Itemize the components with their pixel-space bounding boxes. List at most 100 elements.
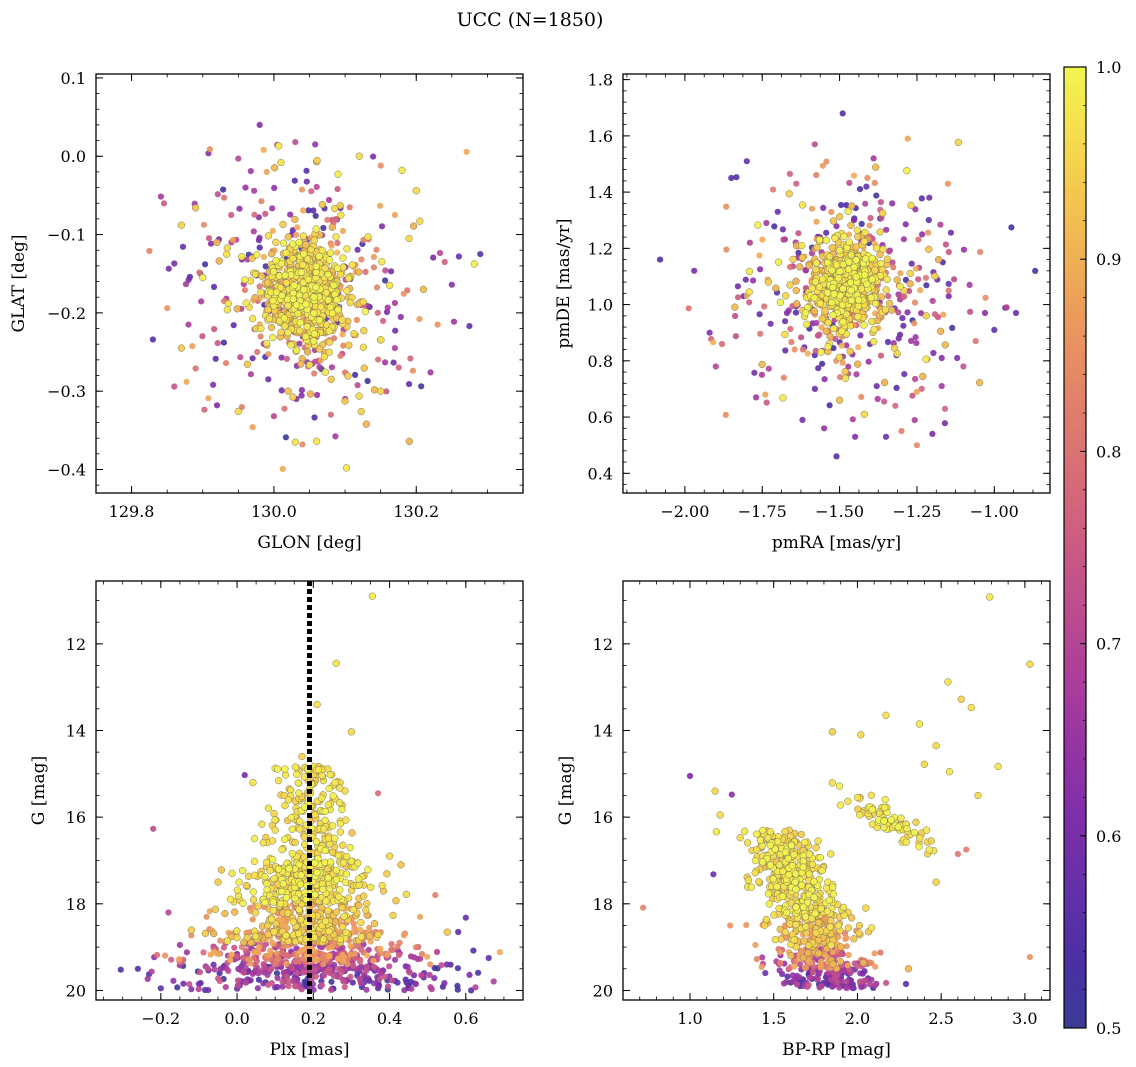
- data-point: [195, 986, 202, 993]
- data-point: [251, 909, 260, 917]
- data-point: [838, 327, 846, 335]
- data-point: [270, 267, 278, 276]
- data-point: [303, 323, 311, 331]
- data-point: [836, 291, 844, 300]
- cmd-points: [640, 593, 1034, 992]
- data-point: [374, 930, 382, 939]
- data-point: [827, 941, 835, 949]
- data-point: [205, 395, 212, 402]
- data-point: [722, 411, 729, 418]
- data-point: [405, 437, 413, 446]
- data-point: [796, 974, 803, 981]
- data-point: [815, 969, 823, 976]
- data-point: [808, 205, 816, 212]
- data-point: [281, 765, 289, 773]
- data-point: [249, 424, 256, 431]
- data-point: [277, 158, 285, 167]
- data-point: [860, 321, 868, 329]
- data-point: [314, 765, 323, 774]
- data-point: [265, 315, 274, 323]
- data-point: [291, 838, 299, 847]
- data-point: [363, 899, 371, 908]
- data-point: [770, 186, 777, 193]
- data-point: [177, 344, 186, 352]
- data-point: [764, 890, 773, 898]
- data-point: [882, 286, 890, 294]
- data-point: [377, 945, 384, 952]
- data-point: [787, 841, 796, 850]
- data-point: [405, 234, 413, 243]
- data-point: [847, 286, 855, 295]
- data-point: [304, 275, 312, 284]
- data-point: [466, 971, 473, 979]
- data-point: [382, 359, 389, 366]
- data-point: [759, 826, 767, 835]
- data-point: [764, 834, 772, 842]
- data-point: [872, 982, 879, 989]
- data-point: [823, 907, 832, 916]
- data-point: [867, 791, 876, 799]
- data-point: [305, 207, 312, 214]
- data-point: [247, 371, 254, 378]
- data-point: [383, 870, 391, 878]
- data-point: [280, 314, 289, 322]
- data-point: [278, 387, 285, 394]
- data-point: [272, 257, 280, 265]
- data-point: [336, 974, 343, 981]
- data-point: [249, 888, 257, 896]
- data-point: [834, 972, 841, 979]
- data-point: [359, 298, 367, 306]
- data-point: [873, 383, 880, 390]
- data-point: [759, 858, 767, 866]
- data-point: [321, 264, 329, 273]
- data-point: [238, 866, 247, 875]
- data-point: [818, 866, 826, 875]
- data-point: [824, 289, 832, 297]
- data-point: [283, 973, 290, 980]
- x-tick-label: 0.4: [377, 1009, 402, 1028]
- y-tick-label: 1.0: [588, 296, 613, 315]
- data-point: [355, 152, 363, 160]
- data-point: [416, 316, 423, 323]
- data-point: [972, 338, 979, 345]
- data-point: [359, 343, 368, 351]
- data-point: [225, 967, 232, 975]
- data-point: [250, 228, 257, 235]
- data-point: [918, 310, 925, 317]
- data-point: [846, 347, 854, 356]
- data-point: [817, 964, 824, 971]
- data-point: [901, 293, 908, 300]
- data-point: [355, 965, 362, 972]
- data-point: [376, 975, 383, 983]
- data-point: [214, 878, 222, 886]
- data-point: [217, 866, 226, 874]
- data-point: [334, 306, 342, 314]
- data-point: [325, 327, 333, 335]
- data-point: [284, 328, 292, 337]
- data-point: [881, 398, 888, 405]
- data-point: [908, 337, 915, 344]
- data-point: [364, 952, 371, 959]
- data-point: [177, 221, 186, 229]
- data-point: [391, 299, 398, 307]
- data-point: [326, 249, 335, 257]
- data-point: [346, 204, 353, 211]
- data-point: [205, 235, 213, 242]
- data-point: [291, 763, 300, 771]
- data-point: [944, 678, 952, 686]
- data-point: [211, 326, 218, 333]
- data-point: [954, 138, 962, 147]
- data-point: [472, 984, 479, 991]
- data-point: [223, 244, 231, 252]
- data-point: [386, 963, 393, 970]
- data-point: [915, 720, 924, 728]
- data-point: [210, 961, 217, 968]
- data-point: [908, 260, 915, 267]
- data-point: [353, 316, 360, 324]
- data-point: [816, 331, 823, 338]
- data-point: [310, 207, 317, 214]
- data-point: [157, 985, 164, 992]
- data-point: [903, 824, 911, 833]
- data-point: [791, 870, 800, 878]
- data-point: [862, 904, 870, 912]
